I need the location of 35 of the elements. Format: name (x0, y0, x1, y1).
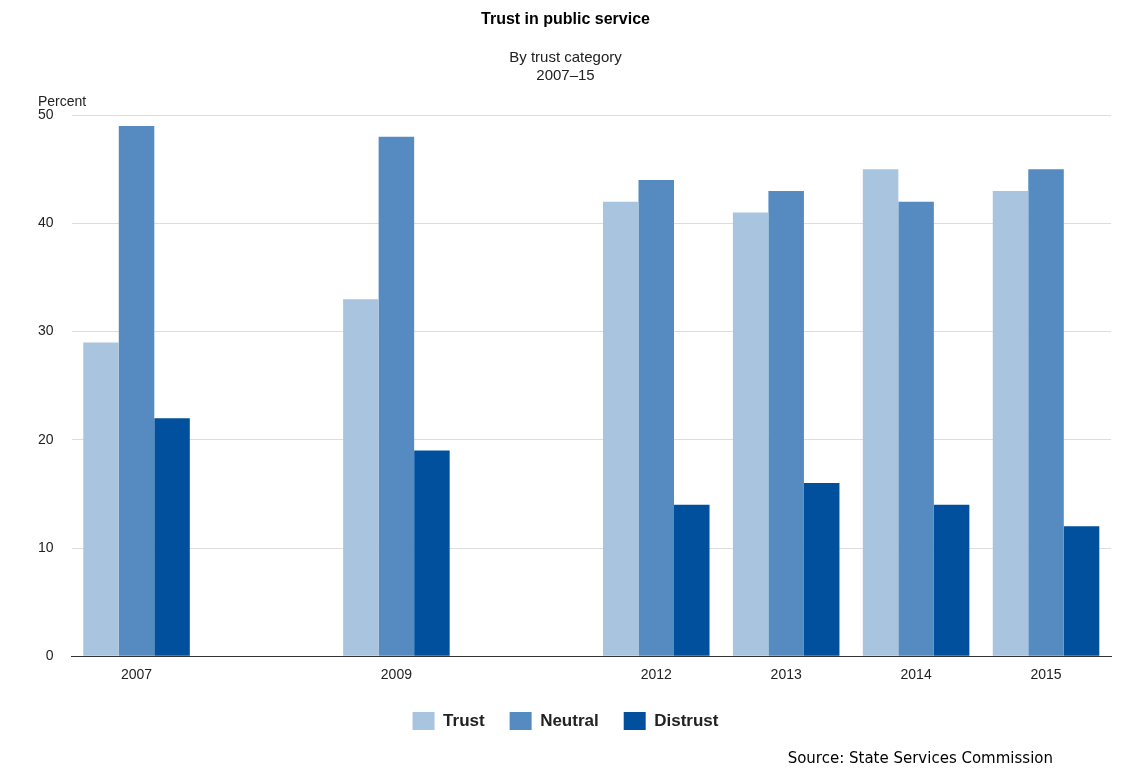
x-tick-label: 2009 (380, 666, 413, 683)
bar (898, 201, 934, 656)
bar (414, 450, 450, 656)
x-tick-label: 2015 (1030, 666, 1062, 683)
source-note: Source: State Services Commission (787, 749, 1053, 767)
y-tick-label: 20 (37, 430, 54, 447)
bar (768, 190, 804, 656)
bar (674, 504, 710, 656)
bar (933, 504, 970, 656)
chart-subtitle: By trust category 2007–15 (509, 48, 623, 84)
x-tick-label: 2012 (640, 666, 673, 683)
bar (118, 126, 155, 656)
bar (862, 169, 899, 656)
bar (803, 483, 840, 656)
chart-title: Trust in public service (481, 10, 651, 28)
bar (1028, 169, 1064, 656)
y-tick-label: 10 (37, 538, 54, 555)
bar (992, 190, 1029, 656)
x-tick-label: 2014 (900, 666, 932, 683)
x-tick-label: 2013 (770, 666, 802, 683)
bar (83, 342, 119, 656)
legend-label: Trust (443, 710, 485, 730)
bar (154, 418, 190, 656)
bar (638, 180, 675, 656)
bar (602, 201, 639, 656)
x-tick-label: 2007 (120, 666, 153, 683)
bar (343, 299, 379, 656)
y-tick-label: 30 (37, 322, 54, 339)
legend-label: Distrust (654, 710, 719, 730)
y-tick-label: 40 (37, 214, 54, 231)
legend-label: Neutral (540, 710, 599, 730)
bar (378, 136, 415, 656)
bar (732, 212, 769, 656)
bar (1063, 526, 1100, 656)
y-tick-label: 0 (45, 647, 54, 664)
